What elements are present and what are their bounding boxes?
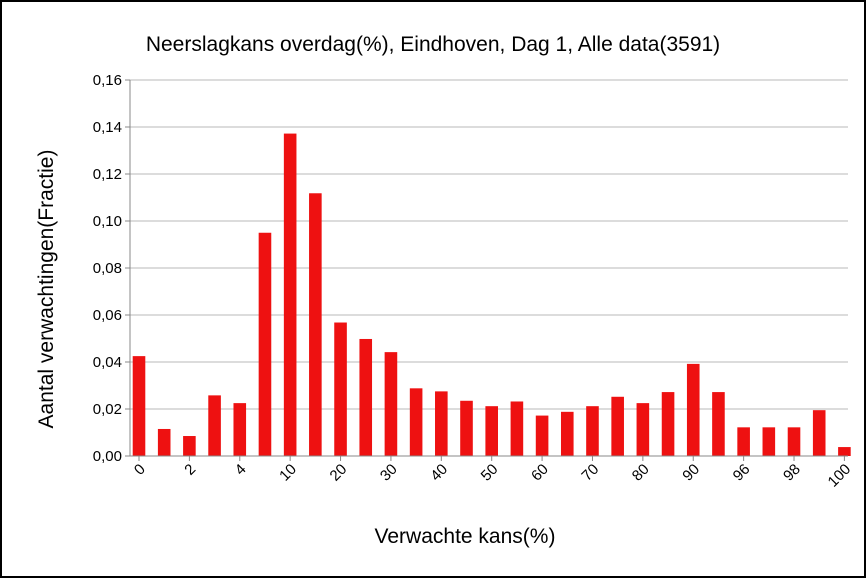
bar <box>762 427 776 456</box>
bar <box>485 406 498 456</box>
bar <box>535 415 549 456</box>
bar <box>233 403 247 456</box>
y-tick-label: 0,10 <box>93 213 122 230</box>
x-tick-label: 98 <box>780 461 804 485</box>
y-tick-label: 0,06 <box>93 307 122 324</box>
bar <box>838 447 851 456</box>
bar <box>359 338 373 456</box>
x-tick-label: 60 <box>528 461 552 485</box>
bar <box>157 428 171 456</box>
bar <box>409 388 423 456</box>
bar <box>686 363 700 456</box>
x-axis-title: Verwachte kans(%) <box>375 525 556 548</box>
x-tick-label: 90 <box>679 461 703 485</box>
bar <box>611 396 624 456</box>
bar <box>460 400 473 456</box>
bar <box>787 427 801 456</box>
y-axis-title: Aantal verwachtingen(Fractie) <box>35 150 58 429</box>
axes <box>125 79 848 461</box>
bar <box>712 392 725 456</box>
bar <box>258 232 272 456</box>
x-tick-label: 2 <box>181 461 199 479</box>
bar <box>309 193 322 456</box>
y-tick-label: 0,08 <box>93 260 122 277</box>
bar <box>510 401 524 456</box>
y-tick-label: 0,12 <box>93 166 122 183</box>
bar <box>208 395 221 456</box>
y-tick-labels: 0,00 0,02 0,04 0,06 0,08 0,10 0,12 0,14 0,16 <box>93 72 122 465</box>
x-tick-label: 100 <box>825 461 855 491</box>
chart-title: Neerslagkans overdag(%), Eindhoven, Dag … <box>146 33 720 56</box>
y-tick-label: 0,14 <box>93 119 122 136</box>
bar <box>586 406 599 456</box>
x-tick-label: 10 <box>276 461 300 485</box>
y-tick-label: 0,02 <box>93 401 122 418</box>
bar <box>132 356 146 456</box>
y-tick-label: 0,00 <box>93 448 122 465</box>
x-tick-label: 0 <box>131 461 149 479</box>
bar <box>384 352 398 456</box>
bar <box>560 411 574 456</box>
x-tick-label: 70 <box>578 461 602 485</box>
x-tick-label: 4 <box>232 461 250 479</box>
bar <box>812 410 826 456</box>
bar <box>183 436 196 456</box>
x-tick-label: 80 <box>629 461 653 485</box>
y-tick-label: 0,16 <box>93 72 122 89</box>
x-tick-label: 50 <box>478 461 502 485</box>
x-tick-label: 96 <box>730 461 754 485</box>
bar <box>283 133 297 456</box>
gridlines <box>130 79 848 410</box>
x-tick-labels: 0 2 4 10 20 30 40 50 60 70 80 90 96 98 100 <box>131 461 854 491</box>
x-tick-label: 40 <box>427 461 451 485</box>
bar <box>334 322 347 456</box>
y-tick-label: 0,04 <box>93 354 122 371</box>
x-tick-label: 20 <box>327 461 351 485</box>
bar <box>661 392 675 456</box>
bars <box>132 133 851 456</box>
bar <box>737 427 750 456</box>
x-tick-label: 30 <box>377 461 401 485</box>
bar <box>636 403 650 456</box>
bar <box>435 391 448 456</box>
